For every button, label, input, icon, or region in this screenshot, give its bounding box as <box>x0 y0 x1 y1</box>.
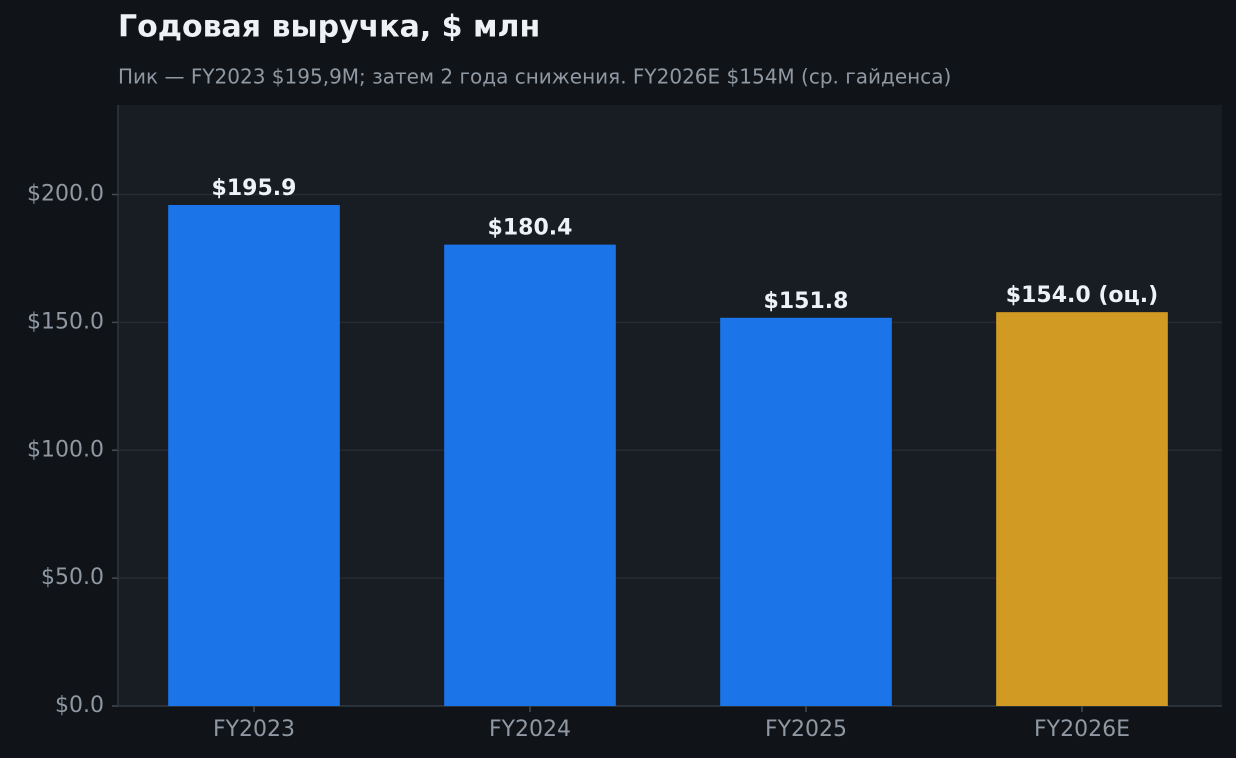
x-tick-label: FY2024 <box>489 717 571 742</box>
value-label: $180.4 <box>488 216 573 241</box>
bar <box>168 204 340 707</box>
x-tick-label: FY2023 <box>213 717 295 742</box>
value-label: $195.9 <box>212 176 297 201</box>
y-tick-label: $150.0 <box>27 309 104 334</box>
y-tick-label: $100.0 <box>27 437 104 462</box>
value-label: $151.8 <box>764 289 849 314</box>
x-tick-label: FY2025 <box>765 717 847 742</box>
x-tick-label: FY2026E <box>1034 717 1130 742</box>
chart-subtitle: Пик — FY2023 $195,9M; затем 2 года сниже… <box>118 65 951 89</box>
y-tick-label: $50.0 <box>41 565 104 590</box>
y-tick-label: $200.0 <box>27 182 104 207</box>
value-label: $154.0 (оц.) <box>1006 283 1158 308</box>
chart-title: Годовая выручка, $ млн <box>118 10 540 45</box>
bar <box>720 317 892 706</box>
bar <box>444 244 616 706</box>
y-tick-label: $0.0 <box>55 693 104 718</box>
bar <box>996 312 1168 706</box>
